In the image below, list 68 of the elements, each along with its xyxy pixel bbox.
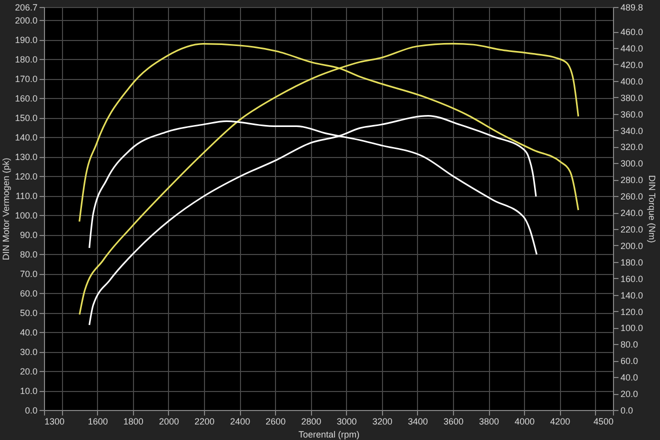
y-tick-label: 70.0: [20, 269, 38, 280]
y-tick-label: 30.0: [20, 347, 38, 358]
y-tick-label: 40.0: [20, 328, 38, 338]
y2-tick-label: 200.0: [620, 240, 644, 251]
x-tick-label: 3600: [443, 416, 464, 426]
x-tick-label: 4500: [593, 416, 614, 426]
y2-axis-title: DIN Torque (Nm): [647, 175, 658, 243]
y2-tick-label: 340.0: [620, 126, 644, 136]
y2-tick-label: 240.0: [620, 208, 644, 218]
y-tick-label: 50.0: [20, 308, 38, 318]
y2-tick-label: 0.0: [620, 406, 634, 416]
y2-tick-label: 40.0: [620, 372, 638, 383]
x-tick-label: 2600: [266, 416, 286, 426]
line-series: [78, 42, 580, 316]
y2-tick-label: 280.0: [620, 175, 644, 186]
x-tick-label: 3800: [479, 416, 500, 426]
y-tick-label: 110.0: [16, 191, 38, 202]
y-tick-label: 150.0: [14, 113, 38, 124]
y-tick-label: 0.0: [24, 406, 38, 416]
line-series: [88, 114, 537, 326]
y2-tick-label: 220.0: [620, 224, 644, 234]
x-tick-label: 1300: [44, 416, 65, 426]
x-tick-label: 4000: [514, 416, 535, 426]
y-axis-title: DIN Motor Vermogen (pk): [0, 158, 11, 260]
x-axis-title: Toerental (rpm): [298, 430, 360, 440]
y2-tick-label: 440.0: [620, 43, 644, 54]
x-tick-label: 2200: [194, 416, 215, 426]
y-tick-label: 180.0: [14, 54, 38, 65]
y-tick-label: 60.0: [20, 288, 38, 299]
y2-tick-label: 100.0: [620, 323, 644, 334]
y2-tick-label: 320.0: [620, 142, 644, 152]
x-tick-label: 1800: [123, 416, 144, 426]
y-tick-label: 120.0: [14, 172, 38, 182]
x-tick-label: 2800: [301, 416, 322, 426]
y-tick-label: 90.0: [20, 230, 38, 240]
y-tick-label: 200.0: [14, 16, 38, 26]
y2-tick-label: 400.0: [620, 76, 644, 86]
y-tick-label: 20.0: [20, 366, 38, 377]
y-tick-label: 80.0: [20, 250, 38, 260]
y2-tick-label: 260.0: [620, 192, 644, 202]
y2-tick-label: 380.0: [620, 92, 644, 103]
x-tick-label: 4200: [550, 416, 570, 426]
y2-tick-label: 360.0: [620, 109, 644, 120]
y2-tick-label: 120.0: [620, 306, 644, 317]
y2-tick-label: 420.0: [620, 60, 644, 70]
y2-tick-label: 460.0: [620, 27, 644, 38]
y-tick-label: 170.0: [14, 74, 38, 84]
y-tick-label: 140.0: [14, 132, 38, 143]
x-tick-label: 3000: [336, 416, 357, 426]
y-tick-label: 130.0: [14, 152, 38, 162]
x-tick-label: 3400: [408, 416, 428, 426]
y2-tick-label: 60.0: [620, 356, 638, 366]
y2-tick-label: 140.0: [620, 290, 644, 300]
y-tick-label: 10.0: [20, 386, 38, 396]
x-tick-label: 2400: [230, 416, 250, 426]
x-tick-label: 3200: [372, 416, 392, 426]
y2-tick-label: 80.0: [620, 340, 638, 350]
y2-tick-label: 160.0: [620, 274, 644, 284]
y-tick-label: 100.0: [14, 210, 38, 221]
y2-tick-label: 180.0: [620, 257, 644, 268]
y-tick-label: 160.0: [14, 94, 38, 104]
y2-tick-label: 20.0: [620, 389, 638, 400]
y-tick-label: 206.7: [14, 2, 38, 12]
y2-tick-label: 300.0: [620, 158, 644, 169]
y-tick-label: 190.0: [14, 35, 38, 46]
y2-tick-label: 489.8: [620, 2, 644, 12]
x-tick-label: 1600: [88, 416, 108, 426]
x-tick-label: 2000: [158, 416, 179, 426]
